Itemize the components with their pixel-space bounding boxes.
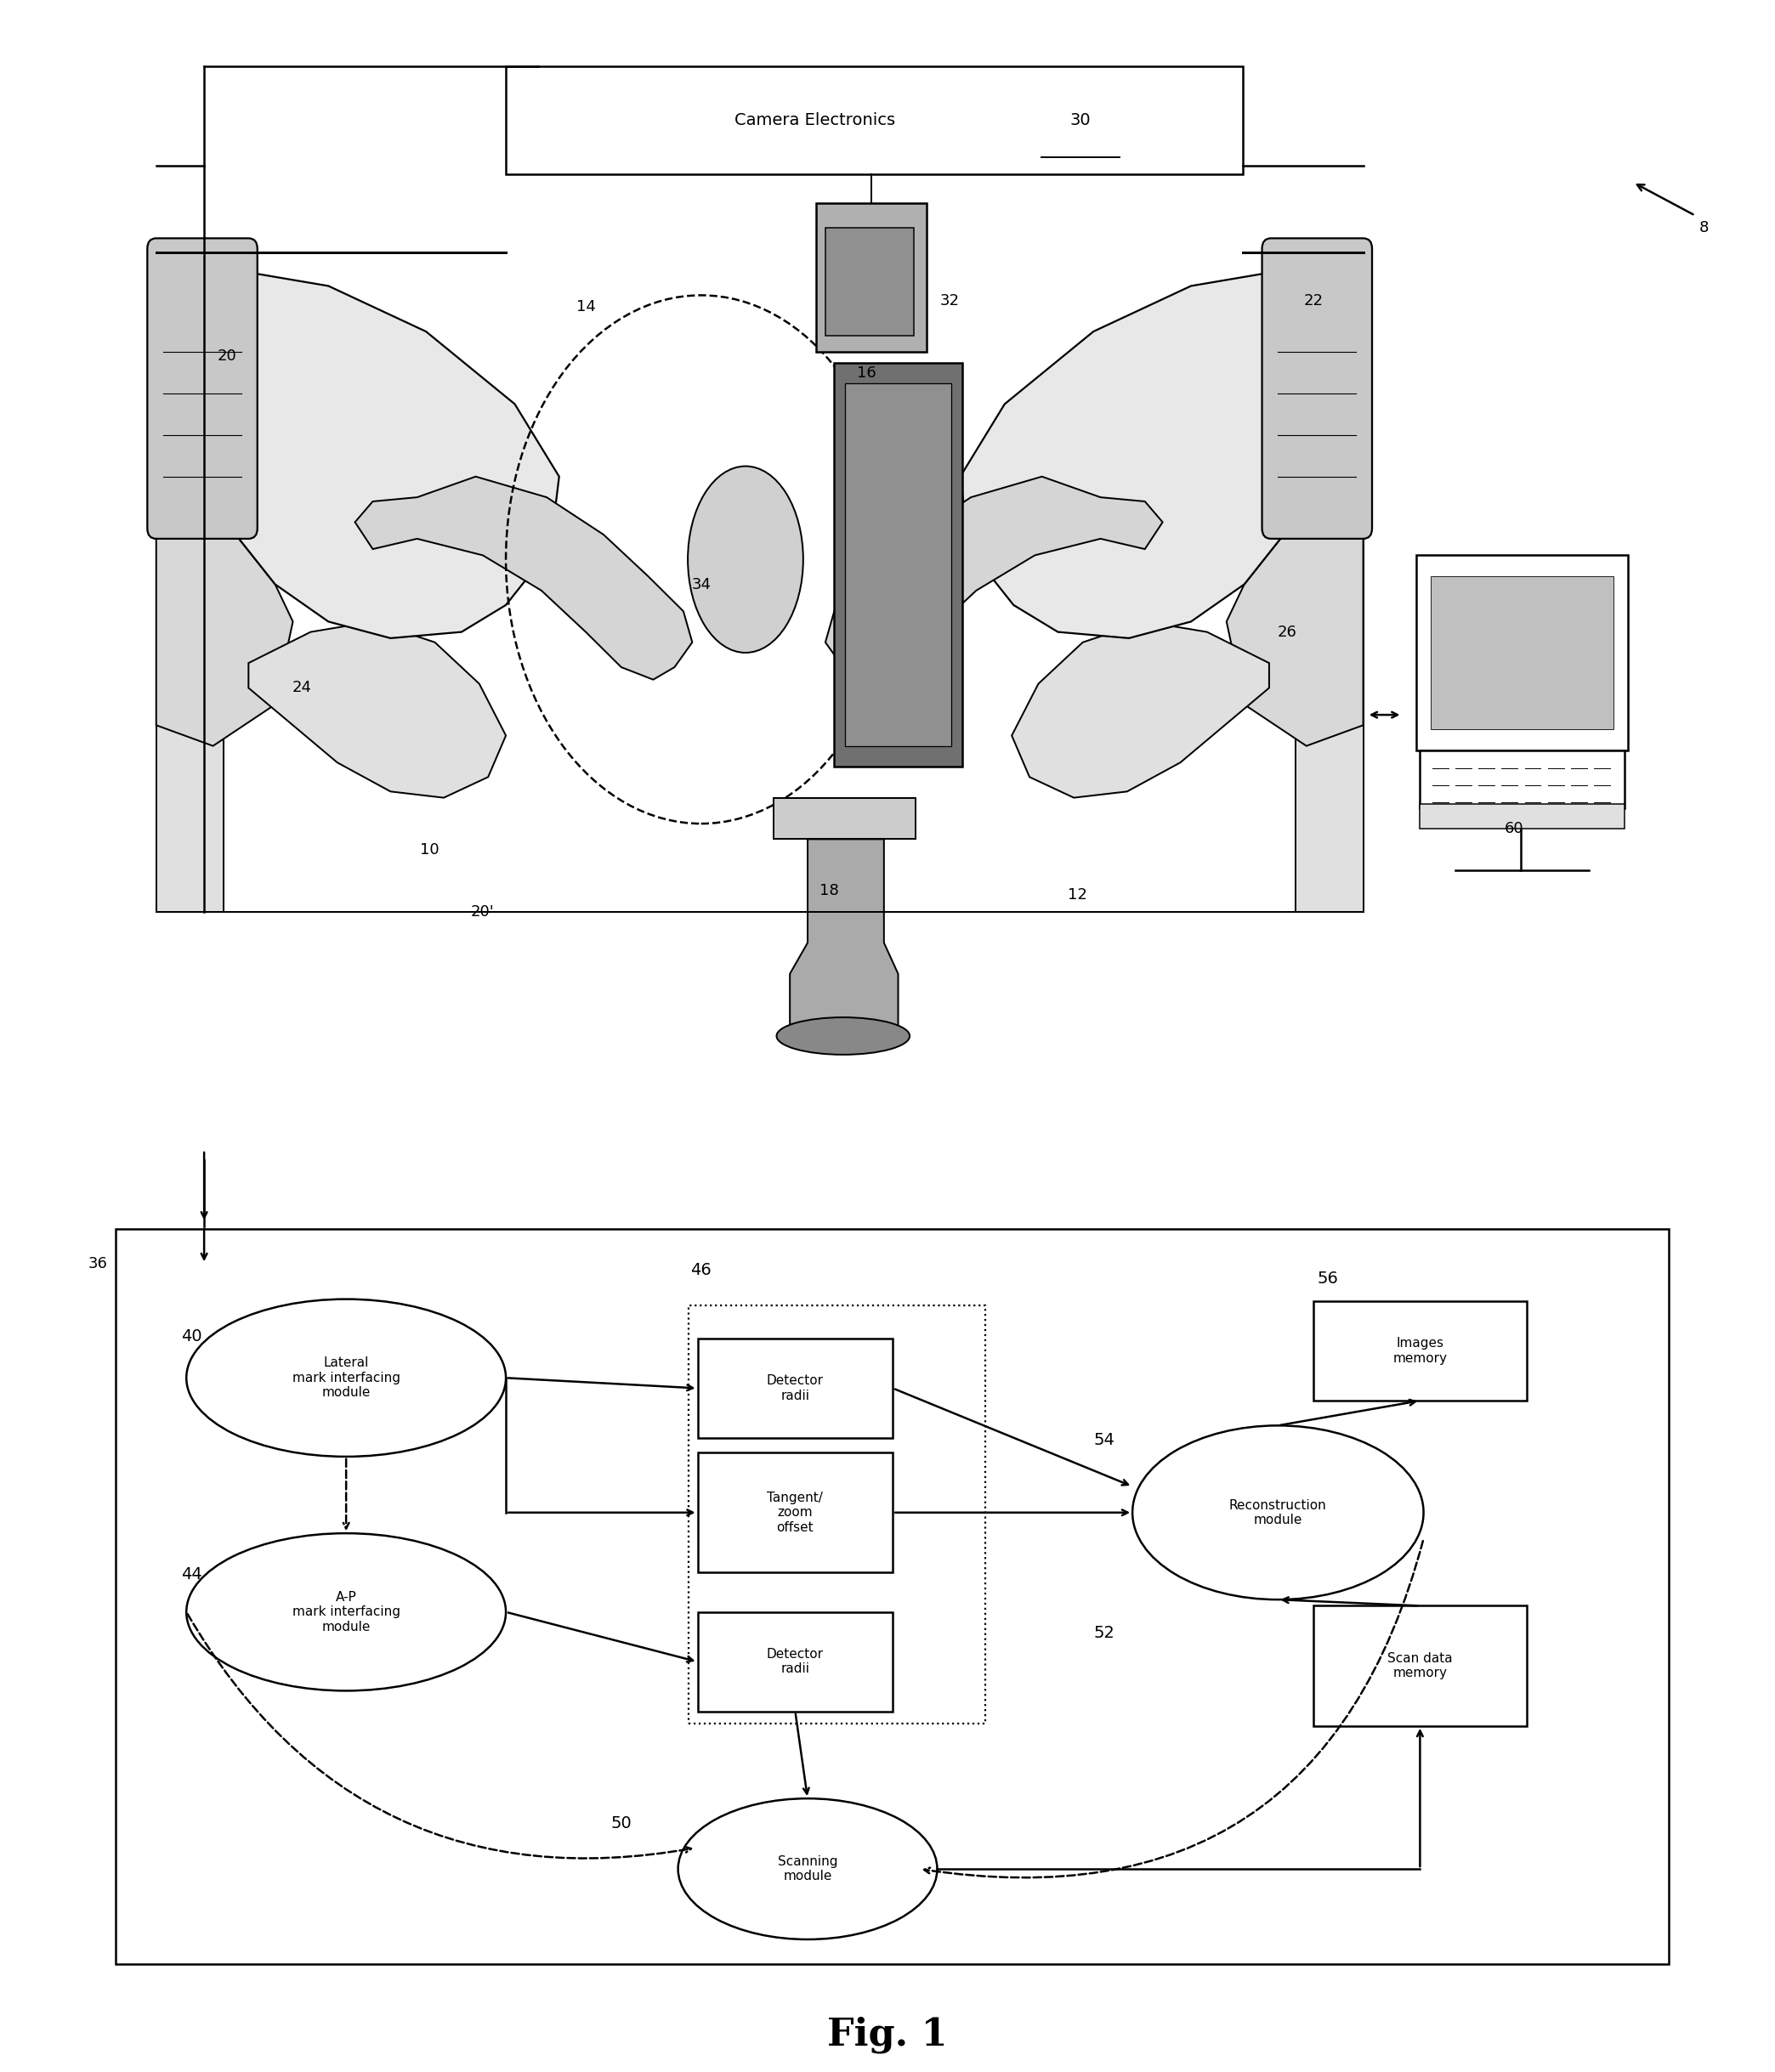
Text: 10: 10 <box>421 841 438 858</box>
Text: Scanning
module: Scanning module <box>777 1854 838 1883</box>
Text: Detector
radii: Detector radii <box>767 1374 824 1403</box>
FancyBboxPatch shape <box>834 363 962 767</box>
Text: 54: 54 <box>1093 1432 1115 1448</box>
Polygon shape <box>825 477 1163 680</box>
FancyBboxPatch shape <box>156 249 224 912</box>
Polygon shape <box>249 622 506 798</box>
Text: 24: 24 <box>291 680 312 696</box>
FancyArrowPatch shape <box>188 1614 690 1859</box>
Polygon shape <box>960 269 1363 638</box>
Text: 56: 56 <box>1317 1270 1338 1287</box>
FancyBboxPatch shape <box>774 798 916 839</box>
Text: 46: 46 <box>690 1262 712 1278</box>
Text: 50: 50 <box>611 1815 632 1832</box>
Text: 14: 14 <box>577 298 595 315</box>
Text: 26: 26 <box>1278 624 1296 640</box>
Text: 34: 34 <box>690 576 712 593</box>
FancyBboxPatch shape <box>1420 750 1624 808</box>
Text: Images
memory: Images memory <box>1393 1336 1447 1365</box>
Text: 22: 22 <box>1303 292 1324 309</box>
FancyBboxPatch shape <box>506 66 1242 174</box>
FancyBboxPatch shape <box>845 383 951 746</box>
Polygon shape <box>790 839 898 1036</box>
Text: 20: 20 <box>218 348 236 365</box>
FancyArrowPatch shape <box>925 1542 1424 1877</box>
Text: 20': 20' <box>470 903 495 920</box>
FancyBboxPatch shape <box>816 203 927 352</box>
FancyBboxPatch shape <box>1296 249 1363 912</box>
Text: Fig. 1: Fig. 1 <box>827 2016 948 2053</box>
Text: 36: 36 <box>89 1256 106 1272</box>
FancyBboxPatch shape <box>115 1229 1668 1964</box>
FancyBboxPatch shape <box>1262 238 1372 539</box>
FancyBboxPatch shape <box>1431 576 1613 729</box>
Ellipse shape <box>777 1017 909 1055</box>
Polygon shape <box>156 300 293 746</box>
Text: 60: 60 <box>1505 821 1523 837</box>
FancyBboxPatch shape <box>825 228 914 336</box>
Text: 8: 8 <box>1699 220 1709 236</box>
FancyBboxPatch shape <box>147 238 257 539</box>
Text: Detector
radii: Detector radii <box>767 1647 824 1676</box>
Text: 40: 40 <box>181 1328 202 1345</box>
Text: 52: 52 <box>1093 1624 1115 1641</box>
Polygon shape <box>156 269 559 638</box>
Ellipse shape <box>687 466 802 653</box>
Text: 12: 12 <box>1069 887 1086 903</box>
FancyBboxPatch shape <box>1420 804 1624 829</box>
Text: Scan data
memory: Scan data memory <box>1388 1651 1452 1680</box>
Text: A-P
mark interfacing
module: A-P mark interfacing module <box>293 1591 399 1633</box>
FancyBboxPatch shape <box>1416 555 1628 750</box>
Polygon shape <box>1227 300 1363 746</box>
Polygon shape <box>1012 622 1269 798</box>
Text: Lateral
mark interfacing
module: Lateral mark interfacing module <box>293 1357 399 1399</box>
Text: Camera Electronics: Camera Electronics <box>735 112 896 128</box>
Text: 30: 30 <box>1070 112 1092 128</box>
Text: 44: 44 <box>181 1566 202 1583</box>
FancyBboxPatch shape <box>151 52 1642 1191</box>
Text: 32: 32 <box>939 292 960 309</box>
Text: Tangent/
zoom
offset: Tangent/ zoom offset <box>767 1492 824 1533</box>
Text: 18: 18 <box>820 883 838 899</box>
Polygon shape <box>355 477 692 680</box>
Text: 16: 16 <box>857 365 875 381</box>
Text: Reconstruction
module: Reconstruction module <box>1230 1498 1326 1527</box>
